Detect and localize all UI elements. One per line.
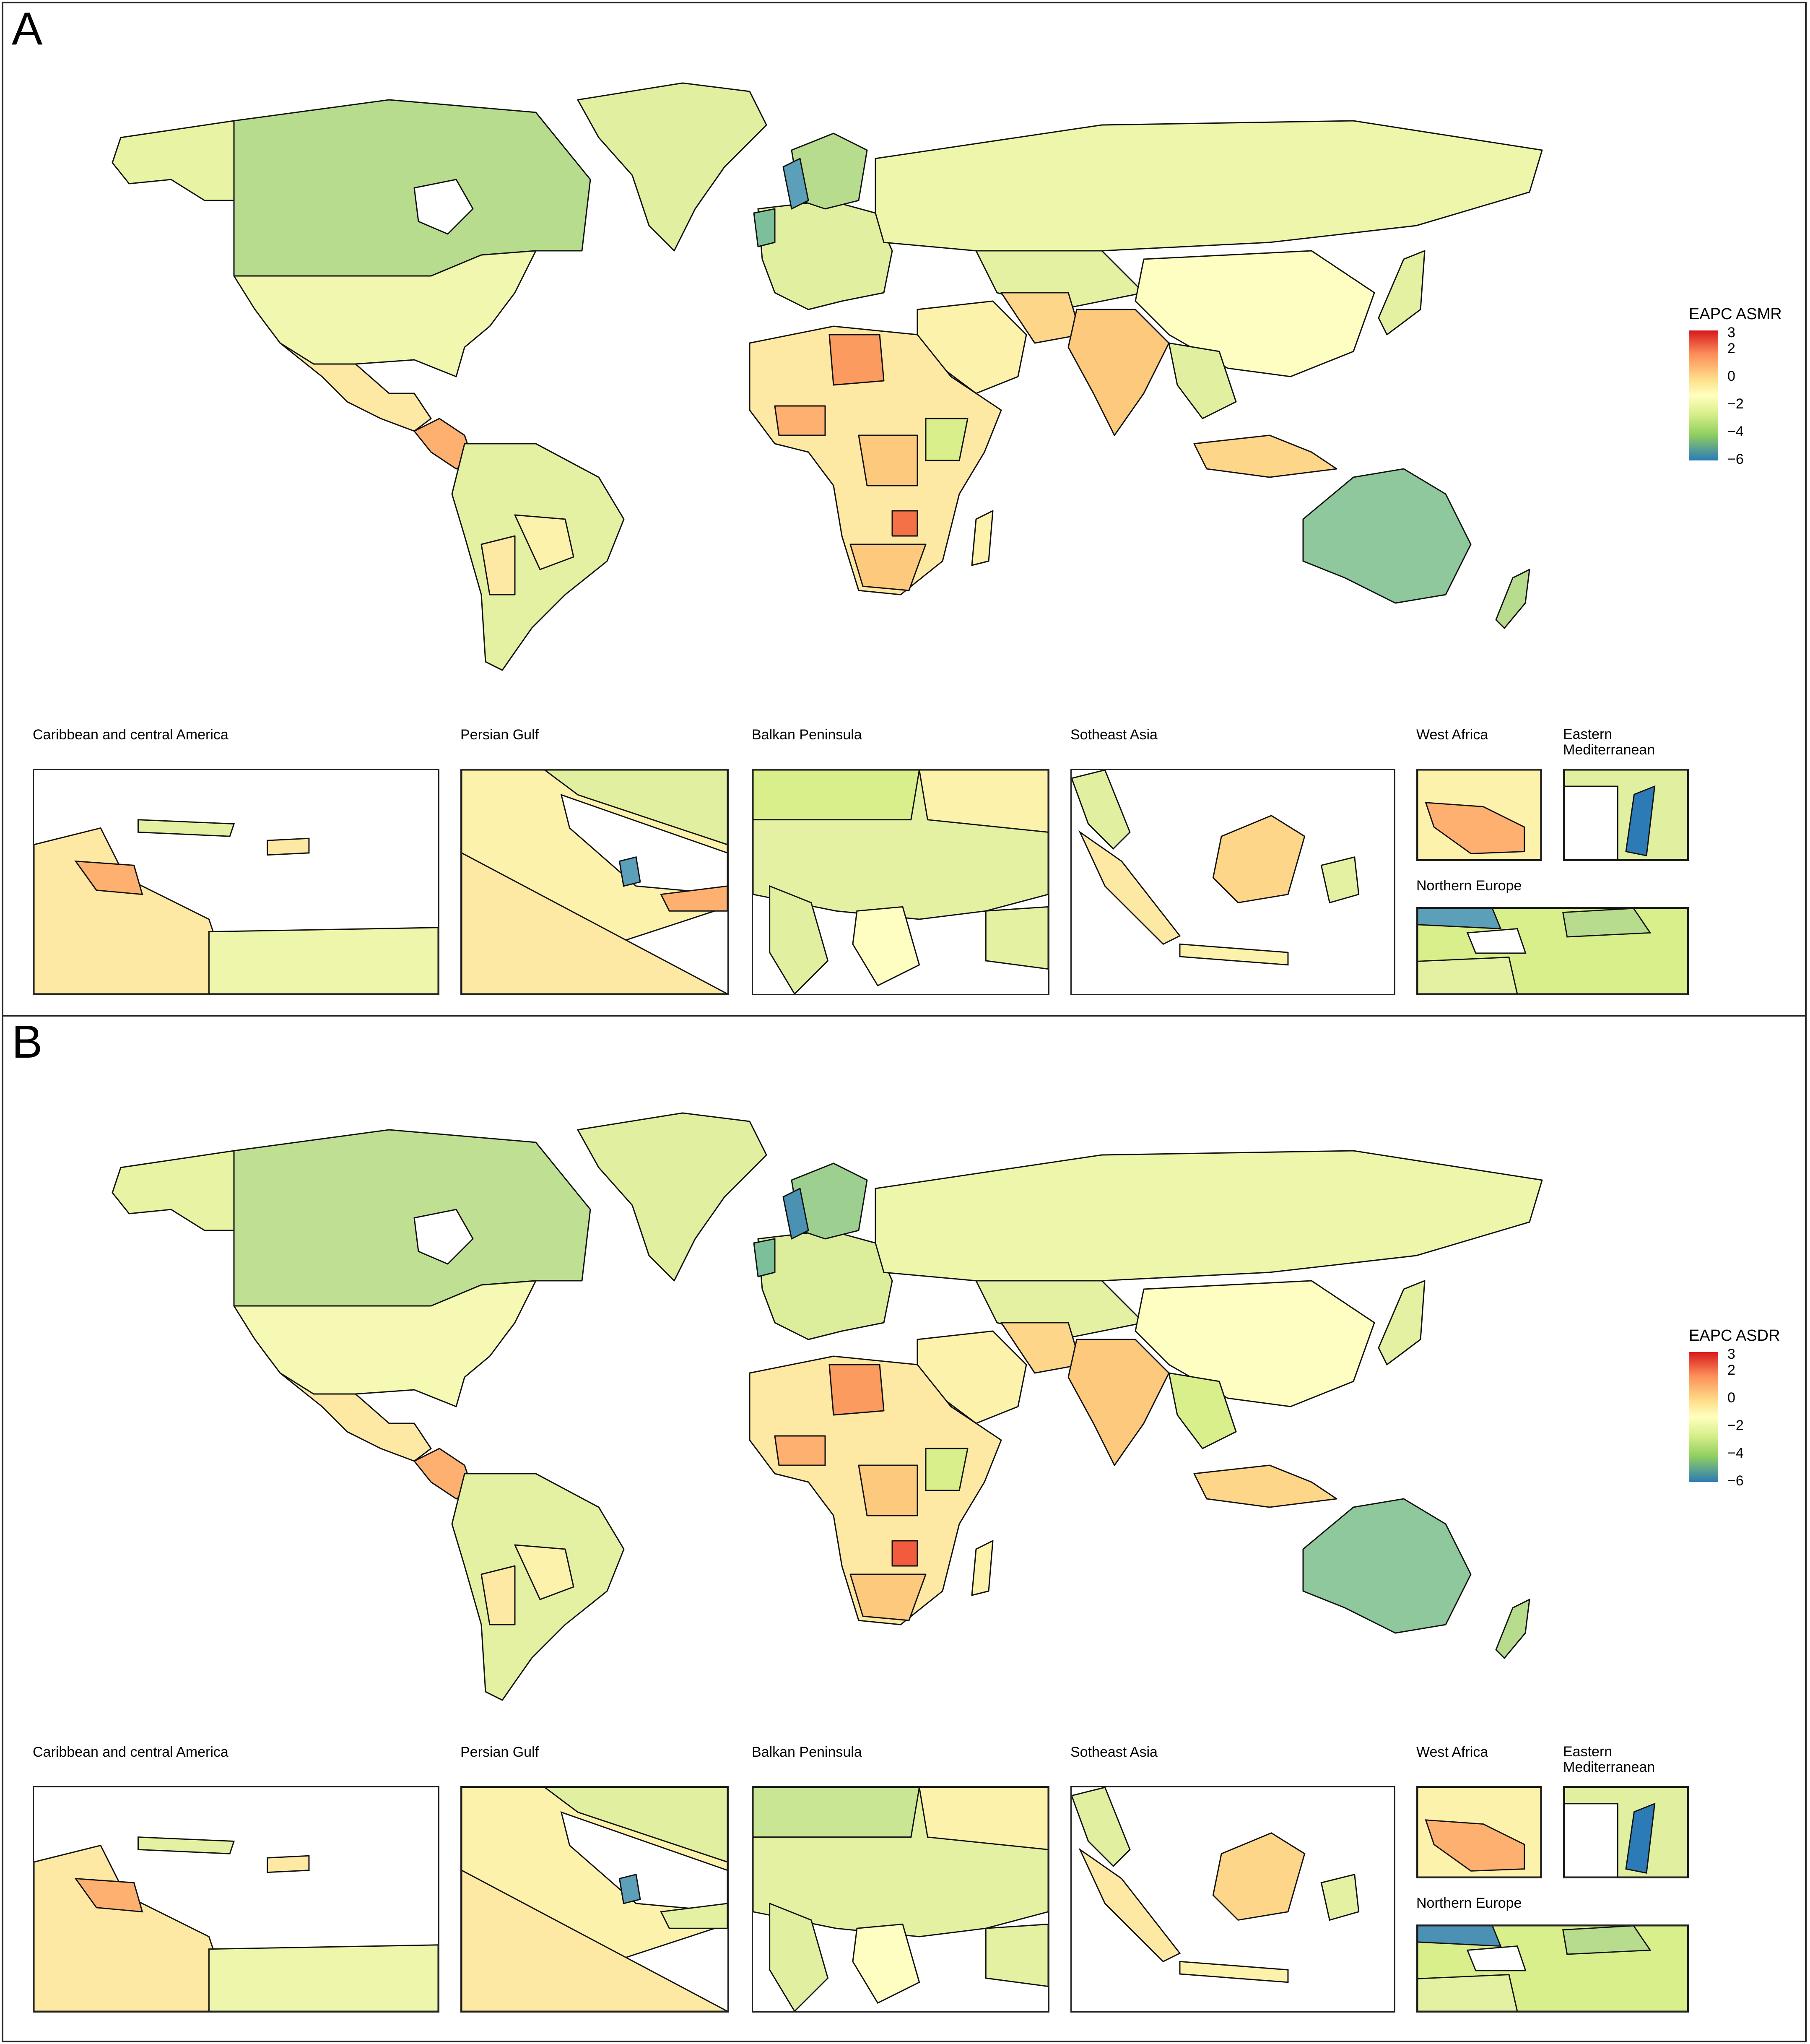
inset-west-africa <box>1416 769 1542 861</box>
inset-label: Persian Gulf <box>460 1744 539 1760</box>
inset-label: Sotheast Asia <box>1070 1744 1158 1760</box>
legend-tick: −4 <box>1727 1445 1744 1461</box>
canada <box>233 99 591 277</box>
mexico <box>279 342 432 432</box>
panel-b: B <box>2 1017 1807 2042</box>
inset-balkan <box>752 769 1049 995</box>
legend-tick: 3 <box>1727 1346 1735 1362</box>
libya <box>828 334 885 386</box>
legend-tick: 3 <box>1727 325 1735 341</box>
inset-label: Caribbean and central America <box>33 1744 229 1760</box>
legend-tick: 0 <box>1727 1390 1735 1406</box>
inset-label: Northern Europe <box>1416 1895 1522 1911</box>
madagascar <box>971 510 994 566</box>
alaska <box>112 120 235 201</box>
inset-label: Sotheast Asia <box>1070 727 1158 743</box>
zimbabwe <box>891 510 918 537</box>
panel-letter: A <box>12 3 43 55</box>
inset-label: West Africa <box>1416 1744 1488 1760</box>
india <box>1067 309 1170 436</box>
legend-tick: 2 <box>1727 1362 1735 1378</box>
world-map <box>112 82 1543 671</box>
uk <box>753 208 776 247</box>
europe <box>757 200 893 310</box>
legend-title: EAPC ASMR <box>1689 305 1782 323</box>
inset-label: Northern Europe <box>1416 878 1522 894</box>
panel-a: A <box>2 2 1807 1017</box>
inset-label: Balkan Peninsula <box>752 1744 862 1760</box>
inset-persian-gulf <box>460 769 729 995</box>
greenland <box>577 82 767 252</box>
new-zealand <box>1495 569 1530 629</box>
inset-caribbean <box>33 769 439 995</box>
inset-label: Persian Gulf <box>460 727 539 743</box>
legend-tick: −4 <box>1727 424 1744 439</box>
inset-label: Eastern Mediterranean <box>1563 1744 1655 1776</box>
inset-eastern-mediterranean <box>1563 1786 1689 1878</box>
legend-colorbar <box>1689 1352 1718 1482</box>
inset-eastern-mediterranean <box>1563 769 1689 861</box>
legend-title: EAPC ASDR <box>1689 1327 1780 1344</box>
legend-colorbar <box>1689 330 1718 460</box>
russia <box>875 120 1543 252</box>
inset-label: Caribbean and central America <box>33 727 229 743</box>
world-map <box>112 1112 1543 1701</box>
inset-northern-europe <box>1416 907 1689 995</box>
inset-persian-gulf <box>460 1786 729 2013</box>
china <box>1135 250 1375 377</box>
legend-tick: −2 <box>1727 396 1744 412</box>
panel-letter: B <box>12 1016 43 1068</box>
inset-southeast-asia <box>1070 1786 1395 2013</box>
legend-tick: −6 <box>1727 1473 1744 1489</box>
southeast-asia <box>1168 342 1237 419</box>
japan <box>1378 250 1426 335</box>
inset-caribbean <box>33 1786 439 2013</box>
australia <box>1302 468 1472 604</box>
legend-tick: 2 <box>1727 341 1735 356</box>
inset-label: Eastern Mediterranean <box>1563 726 1655 758</box>
inset-northern-europe <box>1416 1924 1689 2013</box>
indonesia <box>1193 434 1337 478</box>
legend-tick: 0 <box>1727 368 1735 384</box>
legend-tick: −2 <box>1727 1417 1744 1433</box>
inset-balkan <box>752 1786 1049 2013</box>
inset-southeast-asia <box>1070 769 1395 995</box>
inset-label: Balkan Peninsula <box>752 727 862 743</box>
inset-west-africa <box>1416 1786 1542 1878</box>
legend-tick: −6 <box>1727 451 1744 467</box>
inset-label: West Africa <box>1416 727 1488 743</box>
